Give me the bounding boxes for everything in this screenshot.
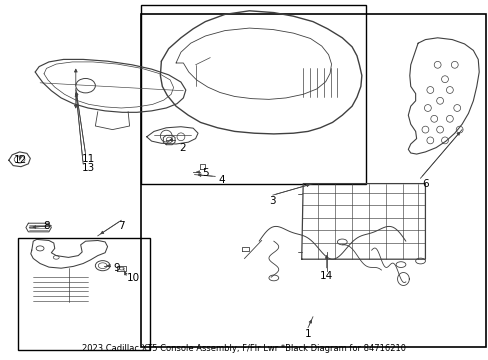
Text: 12: 12 bbox=[14, 155, 27, 165]
Text: 3: 3 bbox=[269, 195, 276, 206]
Text: 7: 7 bbox=[118, 221, 124, 231]
Text: 4: 4 bbox=[218, 175, 224, 185]
Text: 8: 8 bbox=[43, 221, 50, 231]
Text: 5: 5 bbox=[202, 168, 208, 178]
Text: 11: 11 bbox=[81, 154, 95, 164]
Bar bbox=[141, 14, 485, 347]
Text: 6: 6 bbox=[421, 179, 428, 189]
Text: 1: 1 bbox=[304, 329, 311, 339]
Text: 2023 Cadillac XT5 Console Assembly, F/Flr Lwr *Black Diagram for 84716210: 2023 Cadillac XT5 Console Assembly, F/Fl… bbox=[82, 344, 406, 353]
Text: 10: 10 bbox=[126, 273, 139, 283]
Text: 9: 9 bbox=[113, 263, 120, 273]
Bar bbox=[18, 238, 149, 350]
Text: 14: 14 bbox=[319, 271, 333, 281]
Text: 2: 2 bbox=[179, 143, 186, 153]
Bar bbox=[141, 5, 365, 184]
Text: 13: 13 bbox=[81, 163, 95, 173]
